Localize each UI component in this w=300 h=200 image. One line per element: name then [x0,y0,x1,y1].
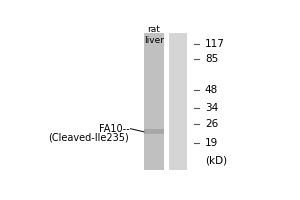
Bar [144,33,164,170]
Text: (Cleaved-Ile235): (Cleaved-Ile235) [49,132,129,142]
Text: 85: 85 [205,54,218,64]
Bar [144,129,164,134]
Bar [169,33,187,170]
Text: FA10--: FA10-- [99,124,129,134]
Text: 48: 48 [205,85,218,95]
Text: 117: 117 [205,39,225,49]
Text: 26: 26 [205,119,218,129]
Text: (kD): (kD) [205,155,227,165]
Text: rat
liver: rat liver [144,25,164,45]
Text: 19: 19 [205,138,218,148]
Text: 34: 34 [205,103,218,113]
